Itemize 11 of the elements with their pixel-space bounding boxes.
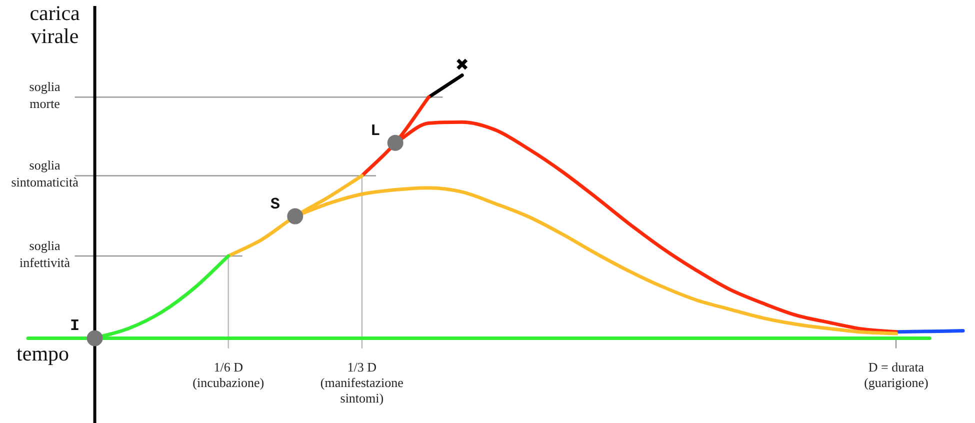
annotation: L: [370, 122, 380, 140]
annotation: I: [70, 317, 80, 336]
ref-line-label: soglia morte: [29, 79, 61, 112]
x-tick-label: 1/3 D (manifestazione sintomi): [320, 359, 404, 406]
x-tick-label: D = durata (guarigione): [864, 359, 928, 390]
x-tick-label: 1/6 D (incubazione): [192, 359, 264, 390]
ref-line-label: soglia infettività: [20, 238, 70, 270]
x-axis-title: tempo: [16, 342, 70, 366]
ref-line-label: soglia sintomaticità: [11, 158, 79, 190]
annotation: S: [270, 195, 280, 214]
y-axis-title: carica virale: [30, 1, 81, 48]
